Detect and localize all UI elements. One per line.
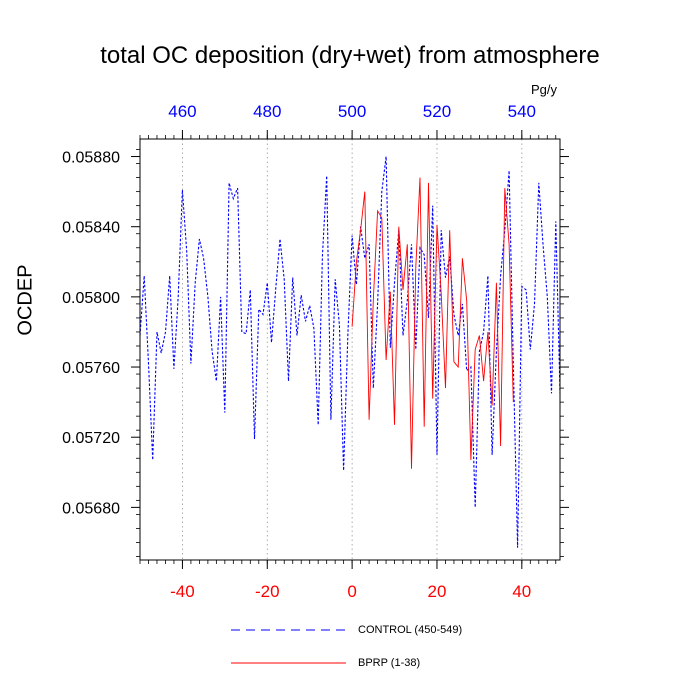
series-line-bprp	[351, 177, 514, 469]
x-tick-label-top: 460	[168, 102, 196, 121]
series-line-control	[139, 156, 561, 548]
x-tick-label-top: 480	[253, 102, 281, 121]
x-tick-label-bottom: -40	[170, 582, 195, 601]
x-tick-label-top: 540	[508, 102, 536, 121]
y-tick-label: 0.05880	[62, 150, 120, 167]
legend-label-bprp: BPRP (1-38)	[358, 657, 421, 669]
units-label: Pg/y	[531, 82, 558, 97]
x-tick-label-top: 500	[338, 102, 366, 121]
plot-frame	[139, 138, 561, 561]
y-tick-label: 0.05840	[62, 220, 120, 237]
x-tick-label-top: 520	[423, 102, 451, 121]
chart-title: total OC deposition (dry+wet) from atmos…	[100, 42, 600, 69]
x-tick-label-bottom: -20	[255, 582, 280, 601]
legend-label-control: CONTROL (450-549)	[358, 624, 463, 636]
x-tick-label-bottom: 20	[428, 582, 447, 601]
x-tick-label-bottom: 0	[347, 582, 356, 601]
y-tick-label: 0.05720	[62, 430, 120, 447]
x-tick-label-bottom: 40	[512, 582, 531, 601]
y-tick-label: 0.05800	[62, 290, 120, 307]
y-tick-label: 0.05680	[62, 500, 120, 517]
y-tick-label: 0.05760	[62, 360, 120, 377]
